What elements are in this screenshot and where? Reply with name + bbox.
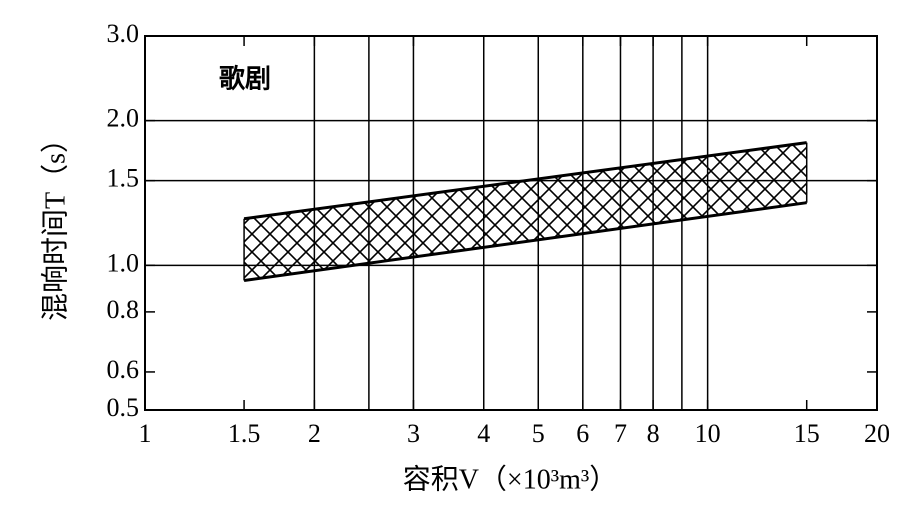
- y-tick-label: 1.5: [107, 164, 140, 193]
- x-tick-label: 5: [532, 419, 545, 448]
- x-tick-label: 20: [864, 419, 890, 448]
- x-tick-label: 2: [308, 419, 321, 448]
- x-tick-label: 3: [407, 419, 420, 448]
- upper-line: [243, 141, 807, 221]
- annotation: 歌剧: [219, 65, 271, 95]
- y-tick-label: 3.0: [107, 19, 140, 48]
- x-axis-label: 容积V（×10³m³）: [403, 463, 618, 495]
- y-tick-label: 0.6: [107, 355, 140, 384]
- hatch-band: [244, 142, 807, 281]
- x-tick-label: 1.5: [228, 419, 261, 448]
- plot-frame: [144, 35, 878, 411]
- y-tick-label: 0.8: [107, 295, 140, 324]
- x-tick-label: 8: [647, 419, 660, 448]
- x-tick-label: 4: [477, 419, 490, 448]
- x-tick-label: 6: [576, 419, 589, 448]
- y-tick-label: 2.0: [107, 104, 140, 133]
- y-axis-label: 混响时间T（s）: [39, 125, 71, 321]
- x-tick-label: 1: [139, 419, 152, 448]
- x-tick-label: 10: [695, 419, 721, 448]
- lower-line: [243, 201, 807, 282]
- x-tick-label: 7: [614, 419, 627, 448]
- x-tick-label: 15: [794, 419, 820, 448]
- y-tick-label: 1.0: [107, 248, 140, 277]
- y-tick-label: 0.5: [107, 393, 140, 422]
